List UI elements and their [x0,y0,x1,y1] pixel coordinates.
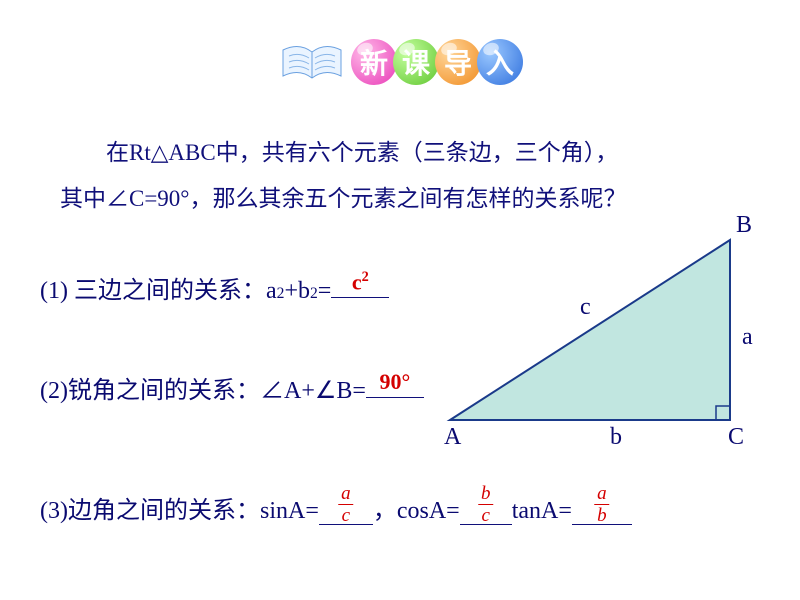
answer-3a: a c [338,475,354,521]
answer-1: c2 [352,269,369,295]
answer-3b: b c [478,475,494,521]
side-c: c [580,294,591,321]
header-circle-2: 导 [435,39,481,85]
vertex-B: B [736,212,752,239]
triangle-svg [440,230,760,450]
item3-label: (3)边角之间的关系：sinA= [40,490,319,525]
item-2: (2)锐角之间的关系：∠A+∠B= 90° [40,370,424,405]
answer-1-sup: 2 [362,269,369,285]
frac-tan-den: b [597,505,607,525]
item3-tan-label: tanA= [512,498,572,525]
side-b: b [610,424,622,451]
sup-2a: 2 [277,285,285,303]
intro-line-2: 其中∠C=90°，那么其余五个元素之间有怎样的关系呢？ [60,176,760,222]
header-circle-1: 课 [393,39,439,85]
item1-mid: +b [284,278,310,305]
header-circles: 新课导入 [351,39,523,85]
blank-2: 90° [366,397,424,398]
intro-paragraph: 在Rt△ABC中，共有六个元素（三条边，三个角）， 其中∠C=90°，那么其余五… [60,130,760,222]
header-circle-0: 新 [351,39,397,85]
item1-eq: = [318,278,332,305]
header-circle-3: 入 [477,39,523,85]
item-3: (3)边角之间的关系：sinA= a c ，cosA= b c tanA= a … [40,490,632,525]
frac-tan-num: a [594,484,610,505]
frac-cos-num: b [478,484,494,505]
frac-sin-den: c [342,505,350,525]
book-icon [277,38,347,86]
blank-3c: a b [572,524,632,525]
item1-label: (1) 三边之间的关系：a [40,270,277,305]
answer-3c: a b [594,475,610,521]
frac-sin-num: a [338,484,354,505]
blank-3a: a c [319,524,373,525]
vertex-A: A [444,424,461,451]
blank-1: c2 [331,297,389,298]
intro-line-1: 在Rt△ABC中，共有六个元素（三条边，三个角）， [60,130,760,176]
item3-cos-label: ，cosA= [373,490,460,525]
blank-3b: b c [460,524,512,525]
answer-1-base: c [352,269,362,294]
answer-2: 90° [380,369,411,395]
sup-2b: 2 [310,285,318,303]
frac-sin: a c [338,484,354,525]
frac-cos: b c [478,484,494,525]
frac-cos-den: c [482,505,490,525]
vertex-C: C [728,424,744,451]
frac-tan: a b [594,484,610,525]
side-a: a [742,324,753,351]
item2-label: (2)锐角之间的关系：∠A+∠B= [40,370,366,405]
header-badge: 新课导入 [277,38,523,86]
item-1: (1) 三边之间的关系：a2+b2= c2 [40,270,389,305]
right-triangle: ABCabc [440,230,760,450]
